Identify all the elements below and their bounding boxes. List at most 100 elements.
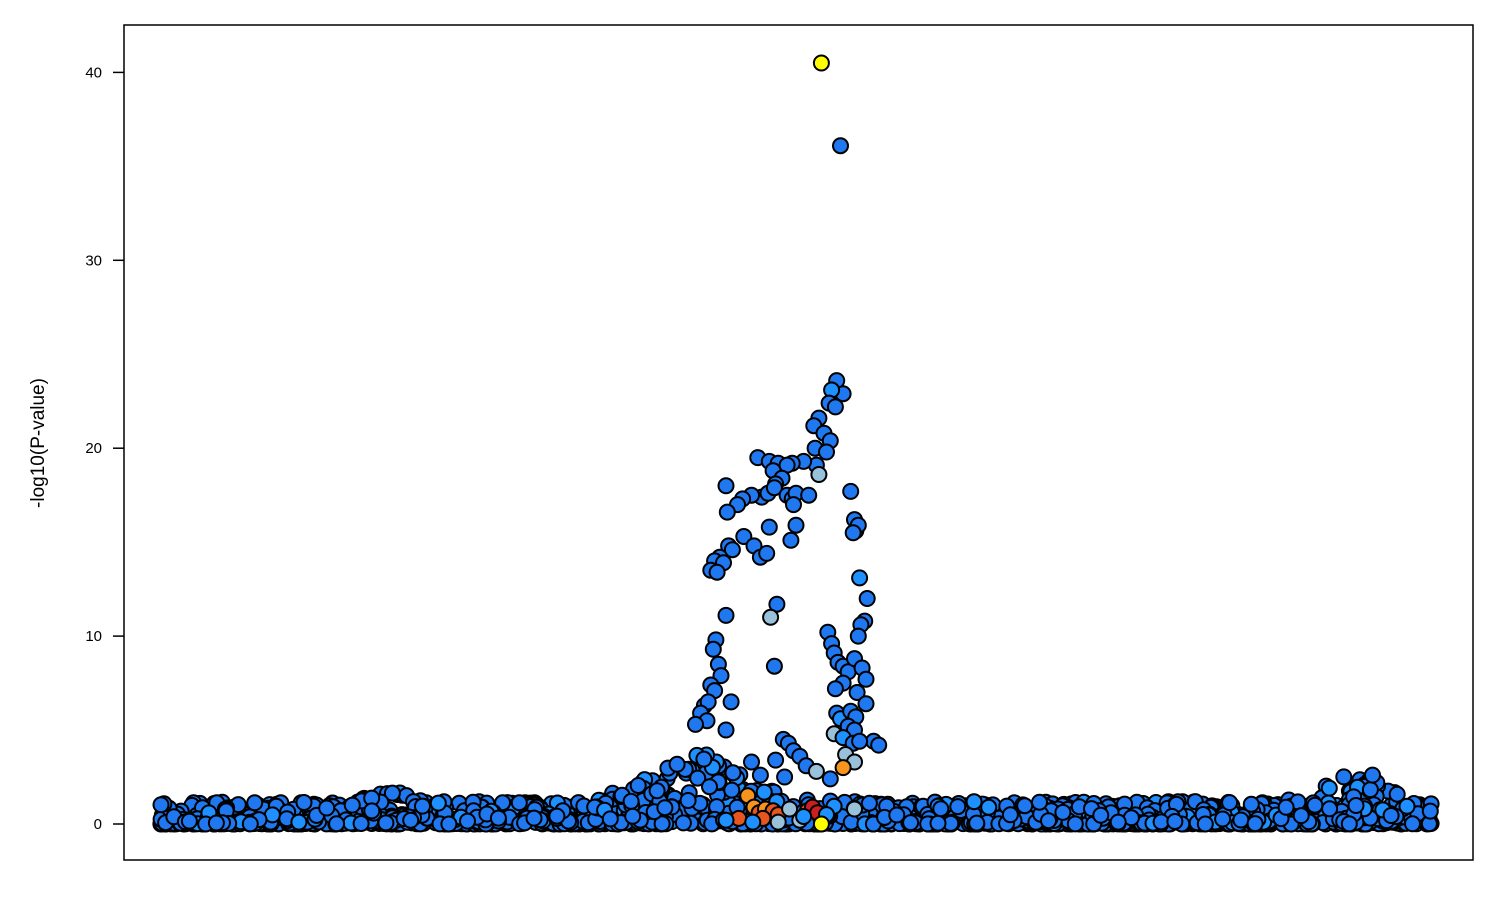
data-point <box>857 670 875 688</box>
data-point <box>712 667 730 685</box>
data-point <box>1335 768 1353 786</box>
data-point <box>1306 796 1324 814</box>
data-point <box>1196 815 1214 833</box>
data-point <box>414 797 431 815</box>
data-point <box>781 800 799 818</box>
data-point <box>717 606 735 624</box>
data-point <box>767 751 785 769</box>
data-points <box>152 54 1440 833</box>
y-tick-label: 30 <box>85 252 102 269</box>
data-point <box>701 778 718 796</box>
data-point <box>328 815 346 833</box>
data-point <box>1109 813 1127 831</box>
data-point <box>241 815 259 833</box>
lead-snp-point <box>812 54 830 72</box>
data-point <box>1232 811 1250 829</box>
y-tick-label: 0 <box>94 816 102 833</box>
data-point <box>1152 813 1170 831</box>
data-point <box>724 764 742 782</box>
data-point <box>857 695 875 713</box>
data-point <box>849 627 867 645</box>
data-point <box>751 766 769 784</box>
data-point <box>1404 815 1421 833</box>
data-point <box>932 800 950 818</box>
data-point <box>459 812 476 830</box>
y-tick-label: 10 <box>85 628 102 645</box>
data-point <box>318 799 336 817</box>
data-point <box>1398 797 1416 815</box>
data-point <box>290 813 308 831</box>
data-point <box>735 528 753 545</box>
data-point <box>687 715 704 733</box>
data-point <box>1347 797 1365 814</box>
data-point <box>858 590 876 607</box>
data-point <box>1246 815 1264 833</box>
data-point <box>834 759 852 777</box>
data-point <box>1292 807 1310 825</box>
data-point <box>1166 813 1184 830</box>
data-point <box>722 693 740 711</box>
y-tick-label: 20 <box>85 440 102 457</box>
data-point <box>760 518 778 536</box>
data-point <box>1092 806 1110 824</box>
data-point <box>818 443 835 461</box>
data-point <box>717 721 735 739</box>
data-point <box>489 809 507 827</box>
data-point <box>653 815 671 833</box>
data-point <box>807 762 825 780</box>
data-point <box>246 794 264 812</box>
data-point <box>601 810 619 828</box>
data-point <box>776 768 794 786</box>
data-point <box>929 814 947 832</box>
data-point <box>1364 766 1381 784</box>
data-point <box>1382 807 1400 824</box>
data-point <box>180 812 198 830</box>
data-point <box>968 814 986 832</box>
data-point <box>622 792 640 810</box>
y-axis: 0 10 20 30 40 <box>85 64 124 833</box>
data-point <box>846 800 863 818</box>
data-point <box>762 608 780 626</box>
data-point <box>708 563 726 581</box>
data-point <box>765 657 783 675</box>
data-point <box>1340 815 1358 833</box>
data-point <box>1320 779 1338 797</box>
data-point <box>440 815 458 833</box>
data-point <box>717 811 735 829</box>
data-point <box>1221 794 1239 812</box>
data-point <box>744 813 762 831</box>
data-point <box>207 814 225 832</box>
data-point <box>980 798 998 816</box>
data-point <box>1066 815 1084 833</box>
data-point <box>648 782 666 800</box>
data-point <box>525 809 543 827</box>
data-point <box>402 811 420 829</box>
data-point <box>769 813 787 831</box>
data-point <box>723 781 741 799</box>
y-tick-label: 40 <box>85 64 102 81</box>
data-point <box>429 794 447 812</box>
data-point <box>743 753 760 771</box>
data-point <box>848 684 866 701</box>
data-point <box>1001 806 1019 824</box>
data-point <box>851 732 869 750</box>
lead-snp-point <box>812 815 830 833</box>
data-point <box>363 802 381 820</box>
data-point <box>795 808 813 825</box>
data-point <box>383 784 401 802</box>
data-point <box>679 792 697 809</box>
data-point <box>717 477 735 495</box>
data-point <box>851 569 869 587</box>
data-point <box>949 798 967 816</box>
data-point <box>965 793 983 811</box>
data-point <box>1277 798 1295 816</box>
data-point <box>1242 795 1260 813</box>
data-point <box>510 794 528 812</box>
data-point <box>295 794 313 811</box>
data-point <box>695 750 713 768</box>
data-point <box>656 799 674 817</box>
data-point <box>826 680 844 698</box>
data-point <box>785 496 802 514</box>
data-point <box>152 796 170 814</box>
